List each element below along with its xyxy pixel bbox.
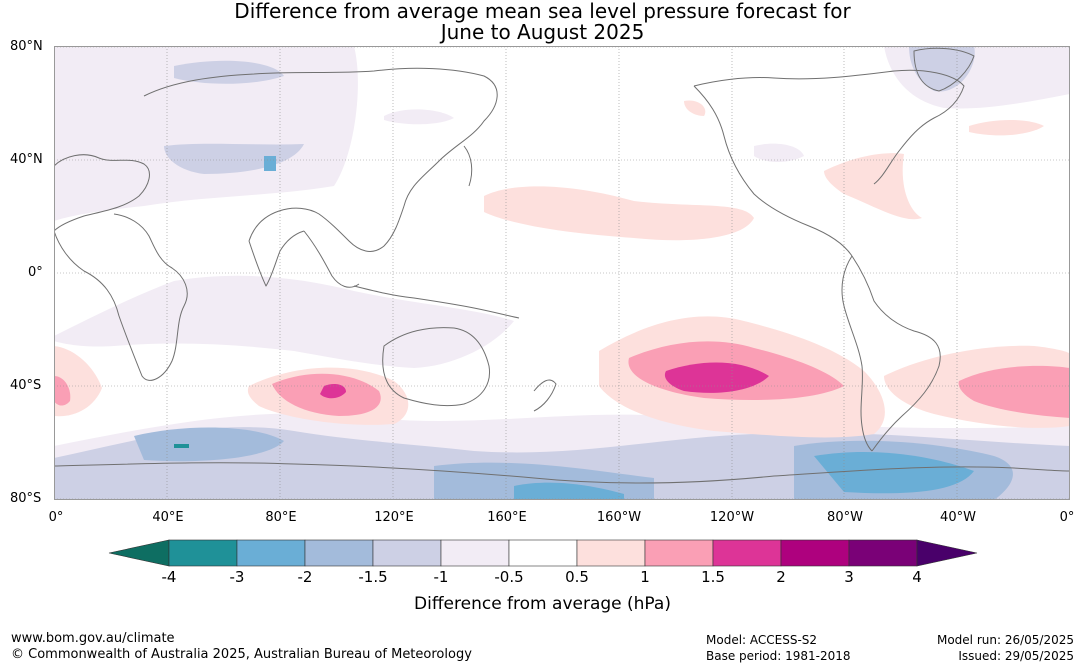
footer-model-run: Model run: 26/05/2025 [936,633,1074,647]
positive-anomaly-regions [54,100,1070,438]
colorbar-segment [712,539,782,567]
footer-issued: Issued: 29/05/2025 [958,649,1074,663]
colorbar-segment [304,539,374,567]
map-title-line1: Difference from average mean sea level p… [234,0,851,23]
colorbar-tick-label: -1 [433,568,449,586]
colorbar-segments [108,539,978,567]
lon-label-0-right: 0° [1059,510,1075,525]
footer-copyright: © Commonwealth of Australia 2025, Austra… [11,647,472,662]
colorbar-extend-high [916,539,978,567]
colorbar-segment [644,539,714,567]
colorbar-tick-label: 1 [640,568,650,586]
pressure-anomaly-map [54,46,1070,500]
lat-label-80n: 80°N [10,39,43,54]
colorbar-segment [780,539,850,567]
lon-label-120e: 120°E [374,510,414,525]
colorbar-tick-label: 3 [844,568,854,586]
lat-label-40n: 40°N [10,152,43,167]
lon-label-40w: 40°W [940,510,976,525]
lat-label-80s: 80°S [10,491,42,506]
map-title-line2: June to August 2025 [440,20,645,44]
colorbar-tick-label: 0.5 [565,568,589,586]
footer-url: www.bom.gov.au/climate [11,631,175,646]
colorbar-segment [168,539,238,567]
lon-label-120w: 120°W [709,510,755,525]
lon-label-160w: 160°W [596,510,642,525]
colorbar-tick-label: 2 [776,568,786,586]
colorbar-tick-label: -4 [161,568,177,586]
colorbar-tick-label: -2 [297,568,313,586]
colorbar-tick-label: -0.5 [494,568,524,586]
colorbar-segment [440,539,510,567]
colorbar-extend-low [108,539,170,567]
footer-base-period: Base period: 1981-2018 [706,649,851,663]
lon-label-0-left: 0° [48,510,64,525]
colorbar-tick-label: 4 [912,568,922,586]
footer-model: Model: ACCESS-S2 [706,633,818,647]
colorbar-segment [508,539,578,567]
lon-label-160e: 160°E [487,510,527,525]
colorbar-segment [576,539,646,567]
colorbar-tick-label: -1.5 [358,568,388,586]
lat-label-40s: 40°S [10,378,42,393]
colorbar-tick-label: 1.5 [701,568,725,586]
lat-label-0: 0° [28,265,43,280]
map-canvas [54,46,1070,500]
colorbar-segment [848,539,918,567]
colorbar-segment [236,539,306,567]
coastlines [54,47,1070,484]
colorbar-segment [372,539,442,567]
lon-label-40e: 40°E [152,510,184,525]
lon-label-80e: 80°E [265,510,297,525]
lon-label-80w: 80°W [827,510,863,525]
colorbar-label: Difference from average (hPa) [414,594,671,614]
colorbar-tick-label: -3 [229,568,245,586]
